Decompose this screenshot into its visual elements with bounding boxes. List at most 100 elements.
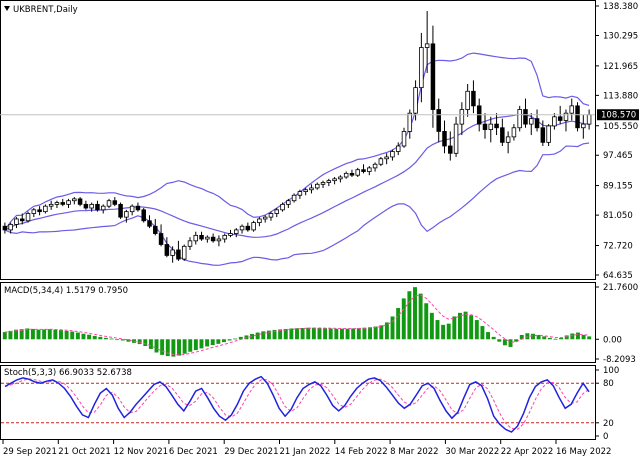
macd-bar	[266, 330, 271, 340]
macd-label: MACD(5,34,4) 1.5179 0.7950	[4, 286, 128, 296]
macd-bar	[474, 320, 479, 340]
candle-body	[170, 249, 175, 256]
candle-body	[367, 167, 372, 172]
time-tick-label: 29 Dec 2021	[224, 447, 278, 457]
candle-body	[355, 169, 360, 176]
band-lower-line	[4, 142, 590, 266]
candle-body	[153, 225, 158, 234]
stoch-tick-label: 100	[603, 366, 619, 376]
macd-bar	[531, 333, 535, 340]
candle-body	[124, 211, 129, 218]
price-panel[interactable]: UKBRENT,Daily 138.380 130.295 121.965 113.8…	[0, 0, 639, 282]
macd-bar	[441, 324, 446, 340]
macd-bar	[42, 329, 47, 340]
macd-histogram	[2, 287, 592, 357]
candle-body	[309, 187, 314, 191]
time-tick-label: 6 Dec 2021	[169, 447, 218, 457]
macd-bar	[519, 334, 524, 340]
macd-bar	[36, 329, 41, 340]
current-price-badge	[597, 109, 639, 121]
candle-body	[552, 116, 557, 127]
candle-body	[205, 236, 210, 240]
candle-body	[343, 172, 349, 178]
candle-body	[575, 105, 580, 129]
candle-body	[349, 172, 355, 176]
candle-body	[332, 178, 337, 182]
candle-body	[31, 209, 37, 214]
candle-body	[147, 220, 152, 227]
candle-body	[291, 194, 297, 202]
macd-bar	[368, 327, 373, 340]
dropdown-triangle-icon[interactable]	[4, 6, 10, 11]
candle-body	[245, 225, 251, 231]
macd-bar	[407, 291, 412, 340]
macd-tick-label: 0.00	[603, 335, 622, 345]
macd-bar	[384, 322, 389, 340]
macd-bar	[536, 334, 541, 340]
candle-body	[193, 234, 199, 242]
macd-bar	[143, 339, 148, 347]
candle-body	[187, 240, 193, 247]
candle-body	[523, 109, 528, 125]
macd-bar	[575, 332, 580, 340]
candle-body	[517, 109, 522, 129]
stoch-levels	[1, 382, 595, 424]
candle-body	[459, 109, 465, 125]
candle-body	[395, 145, 401, 152]
candle-body	[8, 224, 13, 231]
candle-body	[100, 205, 106, 211]
candle-body	[297, 191, 303, 196]
candle-body	[89, 203, 94, 209]
macd-bar	[2, 332, 7, 340]
candle-body	[482, 123, 488, 130]
price-tick-label: 81.050	[603, 211, 633, 221]
macd-bar	[81, 333, 86, 340]
candle-body	[303, 189, 308, 192]
time-tick-label: 21 Oct 2021	[58, 447, 111, 457]
candle-body	[494, 123, 499, 129]
macd-bar	[8, 330, 13, 340]
candle-body	[19, 218, 25, 222]
macd-bar	[373, 326, 378, 340]
macd-bar	[154, 339, 159, 353]
macd-axis: 21.7600 0.00 -8.2093	[595, 283, 638, 365]
macd-bar	[171, 339, 176, 357]
macd-bar	[317, 327, 322, 340]
candle-body	[135, 205, 141, 211]
macd-bar	[148, 339, 153, 349]
candle-body	[500, 127, 505, 143]
candle-body	[338, 176, 343, 180]
candle-body	[326, 180, 332, 183]
candle-body	[176, 249, 181, 260]
price-tick-label: 138.380	[603, 2, 638, 12]
macd-bar	[261, 331, 266, 340]
macd-panel[interactable]: MACD(5,34,4) 1.5179 0.7950 21.7600 0.00 -8…	[0, 282, 639, 366]
macd-bar	[137, 339, 142, 345]
macd-bar	[120, 339, 125, 341]
price-axis: 138.380 130.295 121.965 113.880 105.550 97.46…	[595, 2, 638, 281]
band-upper-line	[4, 52, 590, 231]
macd-bar	[283, 328, 288, 340]
macd-bar	[547, 337, 552, 340]
macd-bar	[87, 334, 92, 340]
macd-bar	[418, 293, 423, 340]
price-tick-label: 89.155	[603, 182, 633, 192]
candle-body	[14, 218, 19, 225]
macd-bar	[491, 336, 496, 340]
symbol-label: UKBRENT,Daily	[13, 5, 78, 15]
stoch-label: Stoch(5,3,3) 66.9033 52.6738	[4, 368, 132, 378]
macd-bar	[497, 339, 502, 342]
candle-body	[37, 209, 42, 213]
macd-bar	[457, 312, 462, 340]
current-price-label: 108.570	[601, 111, 636, 121]
macd-bar	[463, 311, 468, 340]
stoch-panel[interactable]: Stoch(5,3,3) 66.9033 52.6738 100 80 20 0	[0, 365, 620, 443]
macd-bar	[401, 298, 406, 340]
time-tick-label: 30 Mar 2022	[445, 447, 499, 457]
macd-bar	[70, 331, 75, 340]
candle-body	[419, 47, 424, 89]
macd-bar	[570, 333, 575, 340]
candle-body	[234, 229, 239, 234]
candle-body	[210, 236, 216, 242]
